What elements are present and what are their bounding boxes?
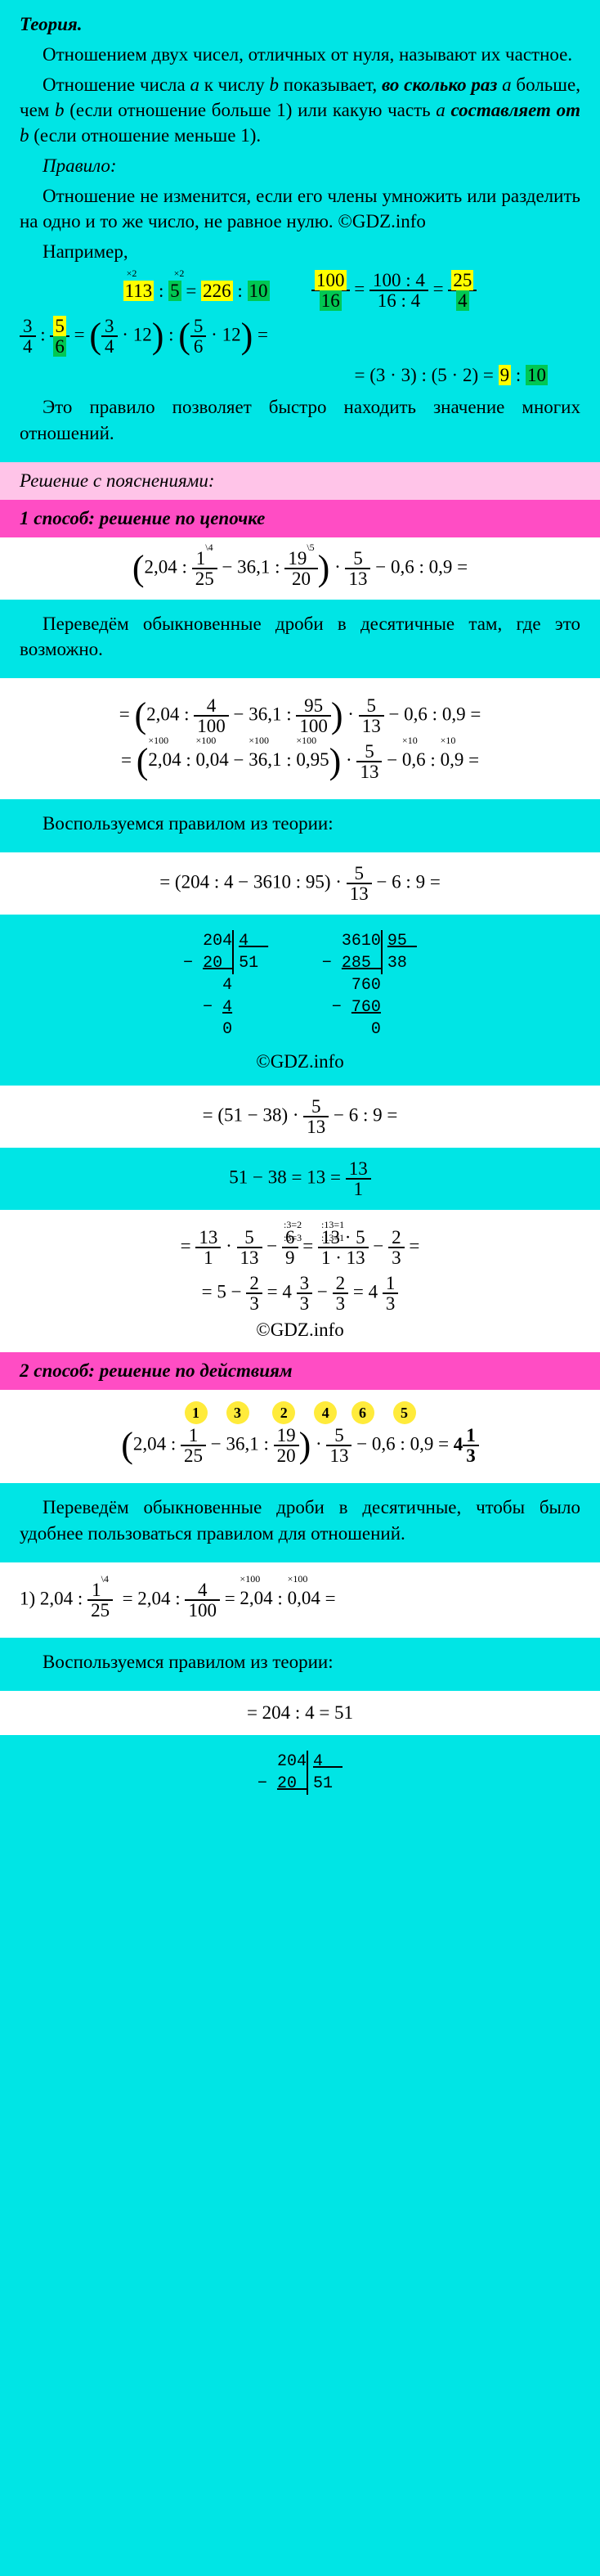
theory-p1: Отношением двух чисел, отличных от нуля,… bbox=[20, 42, 580, 67]
m1-eq5: = (51 − 38) · 513 − 6 : 9 = bbox=[0, 1086, 600, 1148]
m1-eq6: 51 − 38 = 13 = 131 bbox=[0, 1148, 600, 1210]
m1-p1: Переведём обыкновенные дроби в десятичны… bbox=[20, 611, 580, 662]
solution-header: Решение с пояснениями: bbox=[0, 462, 600, 500]
m1-eq2-3: = (2,04 : 4100 − 36,1 : 95100) · 513 − 0… bbox=[0, 678, 600, 799]
method-2-title: 2 способ: решение по действиям bbox=[0, 1352, 600, 1390]
m2-p2: Воспользуемся правилом из теории: bbox=[20, 1649, 580, 1675]
m2-eq1: 1 3 2 4 6 5 (2,04 : 125 − 36,1 : 1920) ·… bbox=[0, 1390, 600, 1484]
theory-p4: Например, bbox=[20, 239, 580, 264]
example-2: 34 : 56 = (34 · 12) : (56 · 12) = bbox=[20, 317, 580, 356]
m1-eq7-8: = 131 · 513 − :3=269:3=3 = :13=113 · 51 … bbox=[0, 1210, 600, 1352]
m2-longdiv1: 204 − 20 4 51 bbox=[0, 1735, 600, 1806]
m1-longdiv: 204 − 20 4 − 4 04 51 3610 − 285 760 − 76… bbox=[0, 915, 600, 1086]
m2-p1: Переведём обыкновенные дроби в десятичны… bbox=[20, 1495, 580, 1545]
theory-p2: Отношение числа a к числу b показывает, … bbox=[20, 72, 580, 148]
m1-p2: Воспользуемся правилом из теории: bbox=[20, 811, 580, 836]
example-1: ×2 ×2 113 : 5 = 226 : 10 10016 = 100 : 4… bbox=[20, 271, 580, 310]
m2-s1r: = 204 : 4 = 51 bbox=[0, 1691, 600, 1735]
theory-p3: Отношение не изменится, если его члены у… bbox=[20, 183, 580, 234]
rule-label: Правило: bbox=[43, 155, 117, 176]
m2-step1: 1) 2,04 : 1\425 = 2,04 : 4100 = ×1002,04… bbox=[0, 1562, 600, 1638]
method-1-title: 1 способ: решение по цепочке bbox=[0, 500, 600, 537]
m1-eq1: (2,04 : 1\425 − 36,1 : 19\520) · 513 − 0… bbox=[0, 537, 600, 600]
theory-title: Теория. bbox=[20, 14, 83, 34]
theory-p5: Это правило позволяет быстро находить зн… bbox=[20, 394, 580, 445]
m1-eq4: = (204 : 4 − 3610 : 95) · 513 − 6 : 9 = bbox=[0, 852, 600, 915]
